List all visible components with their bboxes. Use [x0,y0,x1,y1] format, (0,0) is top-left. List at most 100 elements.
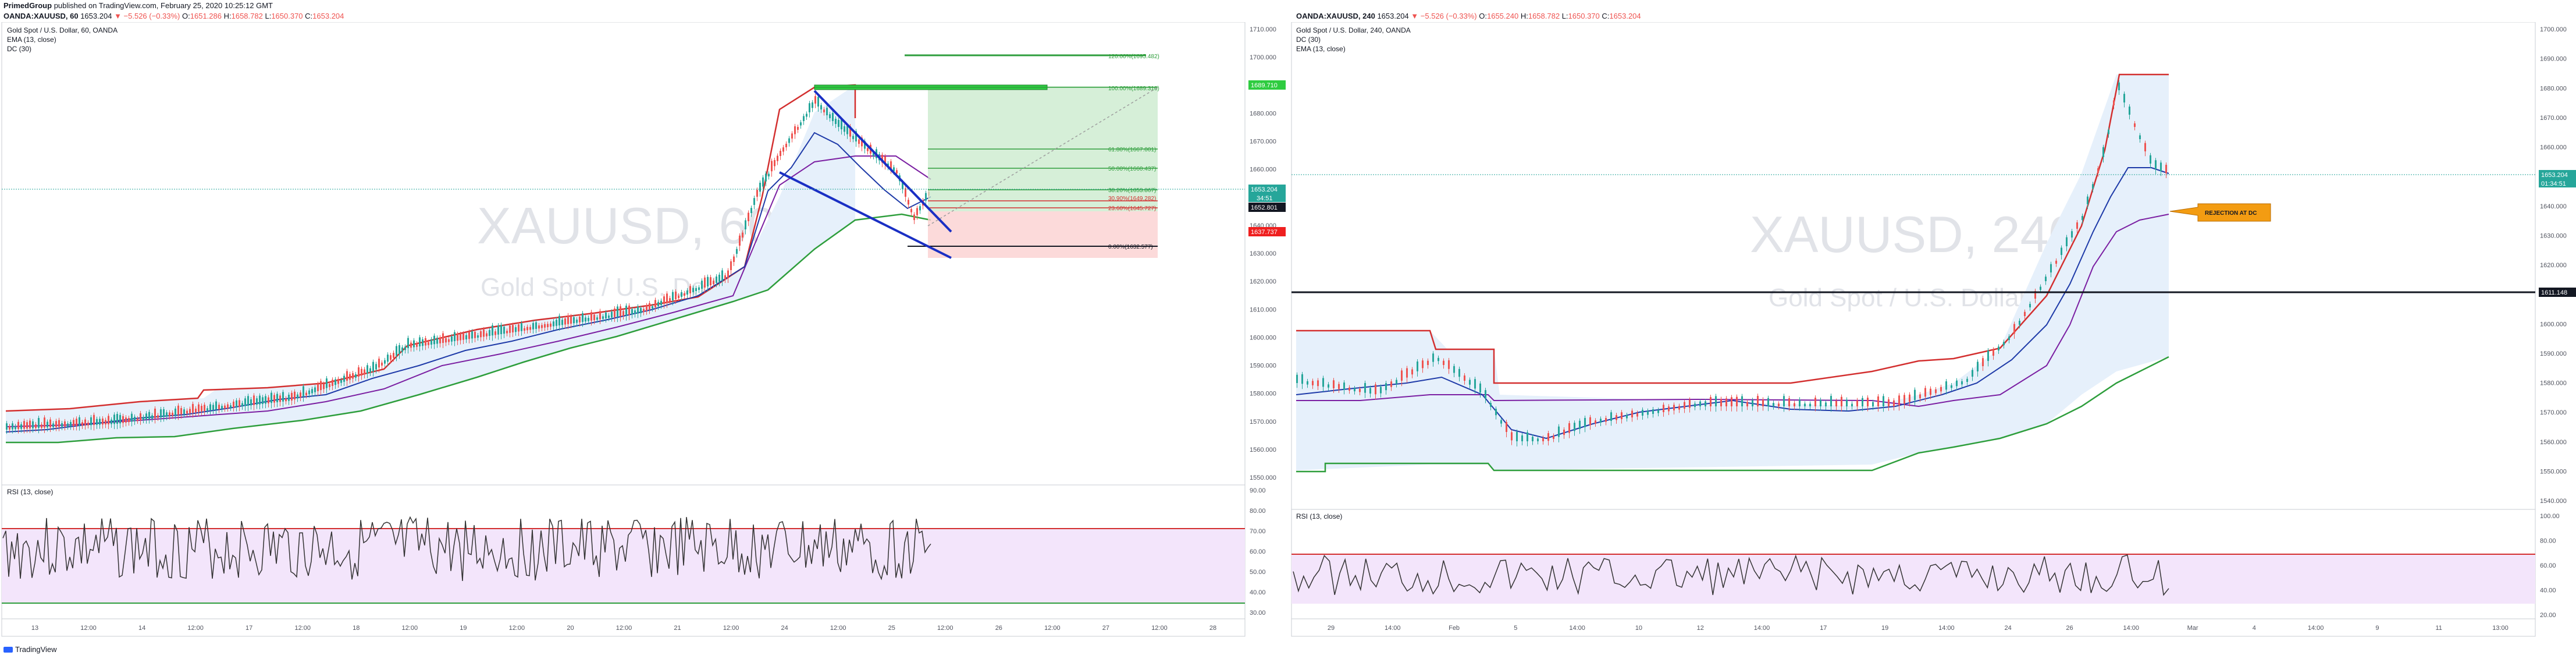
right-legend-ema[interactable]: EMA (13, close) [1296,45,1346,53]
time-axis-label: 26 [995,625,1002,632]
price-axis-label: 1590.000 [1250,363,1276,370]
right-open: 1655.240 [1486,12,1519,20]
candle-body [1642,409,1643,416]
candle-body [570,316,572,324]
left-rsi-axis[interactable]: 90.00 80.00 70.00 60.00 50.00 40.00 30.00 [1250,487,1266,617]
candle-body [2129,107,2130,115]
candle-body [355,374,357,378]
candle-body [1773,403,1774,406]
right-rsi-line [1293,554,2169,596]
candle-body [1369,388,1371,394]
right-rsi-axis[interactable]: 100.00 80.00 60.00 40.00 20.00 [2540,513,2560,619]
candle-body [1804,403,1806,406]
candle-body [512,325,514,332]
right-chart[interactable]: XAUUSD, 240 Gold Spot / U.S. Dollar Gold… [1290,22,2576,640]
left-legend-dc[interactable]: DC (30) [7,45,31,53]
candle-body [209,404,211,410]
candle-body [1532,437,1533,441]
candle-body [329,384,330,387]
candle-body [678,295,679,298]
candle-body [550,323,552,327]
candle-body [1846,399,1848,406]
left-chart[interactable]: XAUUSD, 60 Gold Spot / U.S. Dollar Gold … [0,22,1286,640]
candle-body [567,315,569,324]
candle-body [311,389,313,394]
candle-body [192,403,194,413]
price-axis-label: 1670.000 [2540,115,2567,122]
candle-body [1458,369,1460,377]
candle-body [582,313,583,322]
left-tag-low1: 1652.801 [1251,204,1278,211]
right-callout-text: REJECTION AT DC [2205,210,2257,217]
candle-body [1621,412,1623,419]
candle-body [1317,380,1319,387]
candle-body [2123,94,2125,102]
candle-body [916,208,918,215]
right-candles [1296,80,2167,447]
time-axis-label: 13 [31,625,38,632]
right-time-axis[interactable] [1291,618,2536,637]
right-callout-box[interactable] [2169,203,2271,222]
time-axis-label: 12 [1697,625,1704,632]
right-low-label: L: [1561,12,1568,20]
candle-body [692,288,694,292]
right-legend-dc[interactable]: DC (30) [1296,36,1321,44]
footer[interactable]: TradingView [3,645,57,654]
right-tag-mid: 1653.204 [2541,172,2568,179]
right-price-axis[interactable]: 1700.000 1690.000 1680.000 1670.000 1660.000… [2540,26,2567,505]
candle-body [593,314,595,320]
candle-body [524,328,525,331]
candle-body [1448,360,1450,369]
candle-body [617,306,618,317]
candle-body [541,325,543,328]
candle-body [780,150,781,156]
candle-body [1951,385,1952,388]
candle-body [2092,184,2094,189]
candle-body [1987,350,1989,361]
left-rsi-legend[interactable]: RSI (13, close) [7,488,53,496]
candle-body [2008,336,2010,340]
left-low: 1650.370 [271,12,303,20]
left-tag-time: 34:51 [1257,195,1273,202]
candle-body [657,302,659,306]
candle-body [672,292,674,300]
candle-body [1830,396,1832,406]
candle-body [384,360,386,364]
right-price: 1653.204 [1377,12,1409,20]
candle-body [1940,387,1942,392]
left-legend-ema[interactable]: EMA (13, close) [7,36,56,44]
candle-body [864,141,866,149]
price-axis-label: 1670.000 [1250,139,1276,146]
candle-body [721,270,723,281]
candle-body [1657,410,1659,413]
candle-body [314,387,316,392]
candle-body [1589,417,1591,426]
right-rsi-legend[interactable]: RSI (13, close) [1296,512,1342,520]
candle-body [660,300,662,305]
candle-body [116,414,118,424]
price-axis-label: 1580.000 [2540,380,2567,387]
left-tag-low2: 1637.737 [1251,229,1278,236]
candle-body [2071,231,2073,238]
candle-body [704,277,706,288]
left-price: 1653.204 [80,12,112,20]
candle-body [430,339,432,345]
candle-body [544,324,546,328]
candle-body [826,108,828,115]
candle-body [125,417,127,423]
candle-body [145,413,147,420]
candle-body [1982,358,1984,366]
candle-body [1537,438,1539,441]
candle-body [849,126,851,137]
left-price-axis[interactable]: 1710.0001700.0001690.0001680.0001670.000… [1250,26,1276,481]
left-time-axis[interactable] [1,618,1246,637]
candle-body [305,392,307,396]
candle-body [873,153,874,156]
left-dc-upper-line [5,84,856,412]
left-trendline-lower[interactable] [779,171,952,259]
candle-body [663,296,665,304]
time-axis-label: 12:00 [616,625,632,632]
candle-body [15,426,16,430]
left-trendline-upper[interactable] [813,90,952,233]
candle-body [250,399,252,406]
